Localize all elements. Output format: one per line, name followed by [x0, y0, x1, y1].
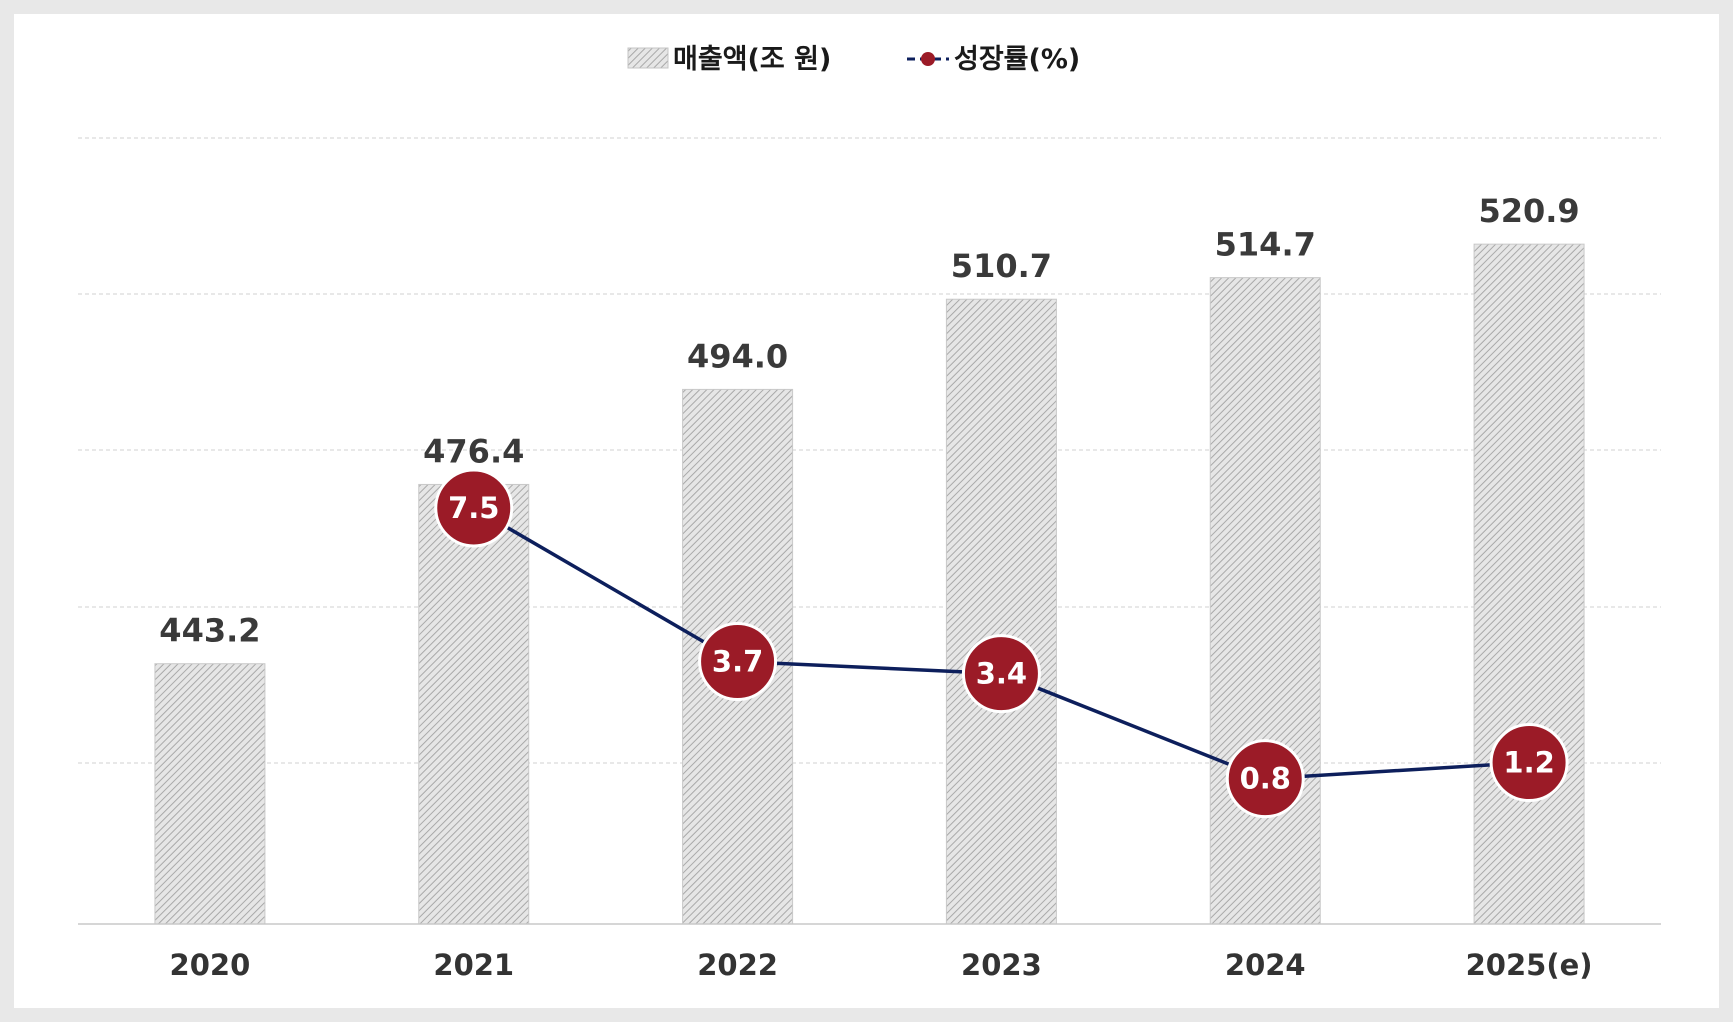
growth-marker [698, 622, 778, 702]
bar-value-label: 443.2 [159, 612, 260, 650]
bar-2021 [418, 483, 530, 925]
line-markers: 7.5 3.7 3.4 0.8 1.2 [434, 468, 1569, 819]
bar-series [154, 243, 1585, 925]
legend-item-bar: 매출액(조 원) [627, 44, 831, 75]
growth-marker [434, 468, 514, 548]
legend-item-line: 성장률(%) [907, 44, 1080, 75]
growth-value-label: 7.5 [448, 491, 499, 525]
growth-marker [1225, 739, 1305, 819]
gridlines [78, 137, 1661, 764]
bar-value-label: 520.9 [1478, 192, 1579, 230]
bar-2020 [154, 663, 266, 925]
x-tick-label: 2025(e) [1466, 948, 1593, 982]
legend-bar-swatch [627, 47, 669, 69]
bar-2023 [945, 298, 1057, 925]
x-tick-label: 2023 [961, 948, 1042, 982]
bar-2024 [1209, 277, 1321, 925]
growth-value-label: 3.7 [712, 645, 763, 679]
combo-chart: 매출액(조 원) 성장률(%) 443.2 476.4 494.0 510.7 514.… [78, 44, 1661, 982]
legend-line-label: 성장률(%) [954, 44, 1080, 75]
legend-bar-label: 매출액(조 원) [673, 44, 831, 75]
growth-value-label: 3.4 [976, 657, 1027, 691]
x-tick-label: 2024 [1225, 948, 1306, 982]
bar-value-label: 510.7 [951, 247, 1052, 285]
x-tick-label: 2022 [697, 948, 778, 982]
bar-value-label: 476.4 [423, 432, 524, 470]
legend-marker-swatch [921, 52, 935, 66]
bar-2025(e) [1473, 243, 1585, 925]
chart-frame: 매출액(조 원) 성장률(%) 443.2 476.4 494.0 510.7 514.… [14, 14, 1719, 1008]
legend: 매출액(조 원) 성장률(%) [627, 44, 1080, 75]
growth-value-label: 0.8 [1240, 762, 1291, 796]
x-axis-ticks: 2020 2021 2022 2023 2024 2025(e) [170, 948, 1593, 982]
growth-marker [1489, 723, 1569, 803]
bar-value-label: 494.0 [687, 337, 788, 375]
growth-marker [961, 634, 1041, 714]
x-tick-label: 2020 [170, 948, 251, 982]
growth-value-label: 1.2 [1503, 746, 1554, 780]
bar-value-labels: 443.2 476.4 494.0 510.7 514.7 520.9 [159, 192, 1579, 650]
x-tick-label: 2021 [433, 948, 514, 982]
bar-value-label: 514.7 [1215, 226, 1316, 264]
